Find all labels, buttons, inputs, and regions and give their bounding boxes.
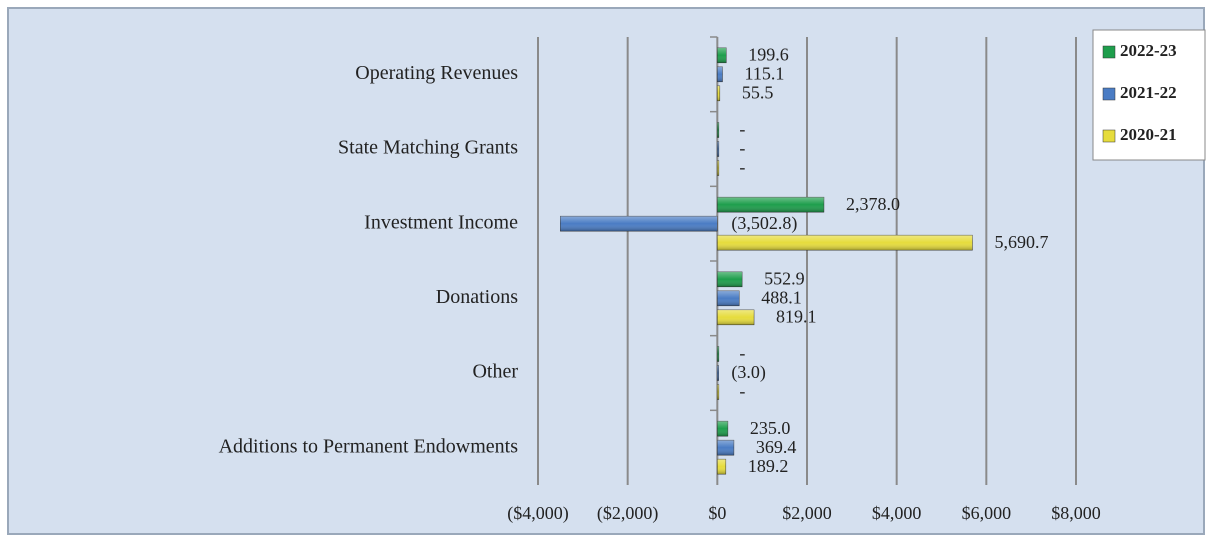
data-label: 55.5 [742, 82, 774, 102]
bar-shade [717, 421, 728, 437]
data-label: 199.6 [748, 44, 789, 64]
bar-shade [717, 160, 719, 176]
y-tick-label: Operating Revenues [355, 62, 518, 84]
data-label: 819.1 [776, 306, 817, 326]
x-tick-label: $6,000 [962, 503, 1012, 523]
x-tick-label: $0 [708, 503, 726, 523]
data-label: - [739, 381, 745, 401]
data-label: 235.0 [750, 418, 791, 438]
x-tick-label: $2,000 [782, 503, 832, 523]
data-label: - [739, 138, 745, 158]
data-label: 5,690.7 [994, 232, 1048, 252]
data-label: (3.0) [731, 362, 766, 383]
legend-label: 2021-22 [1120, 83, 1177, 102]
data-label: - [739, 157, 745, 177]
bar-shade [717, 47, 727, 63]
legend-swatch [1102, 87, 1116, 101]
chart-background [7, 7, 1205, 535]
x-tick-label: ($4,000) [507, 503, 569, 524]
y-tick-label: State Matching Grants [338, 137, 518, 159]
data-label: 488.1 [761, 287, 802, 307]
data-label: 2,378.0 [846, 194, 900, 214]
bar-shade [717, 197, 824, 213]
data-label: 552.9 [764, 268, 805, 288]
data-label: 115.1 [744, 63, 784, 83]
y-tick-label: Donations [436, 286, 518, 308]
bar-shade [717, 309, 755, 325]
y-tick-label: Investment Income [364, 211, 518, 233]
bar-shade [717, 271, 743, 287]
bar-shade [717, 346, 719, 362]
bar-shade [717, 365, 719, 381]
data-label: 369.4 [756, 437, 797, 457]
bar-shade [717, 459, 726, 475]
y-tick-label: Other [472, 361, 518, 383]
data-label: - [739, 343, 745, 363]
bar-shade [717, 141, 719, 157]
data-label: - [739, 119, 745, 139]
bar-shade [560, 216, 718, 232]
legend-label: 2022-23 [1120, 41, 1177, 60]
x-tick-label: $8,000 [1051, 503, 1101, 523]
bar-shade [717, 66, 723, 82]
data-label: 189.2 [748, 456, 789, 476]
bar-shade [717, 290, 740, 306]
x-tick-label: $4,000 [872, 503, 922, 523]
bar-shade [717, 235, 973, 251]
bar-shade [717, 122, 719, 138]
legend-swatch [1102, 45, 1116, 59]
legend-label: 2020-21 [1120, 125, 1177, 144]
bar-shade [717, 85, 720, 101]
bar-shade [717, 440, 734, 456]
y-tick-label: Additions to Permanent Endowments [219, 435, 519, 457]
legend-swatch [1102, 129, 1116, 143]
x-tick-label: ($2,000) [597, 503, 659, 524]
data-label: (3,502.8) [731, 213, 797, 234]
bar-shade [717, 384, 719, 400]
